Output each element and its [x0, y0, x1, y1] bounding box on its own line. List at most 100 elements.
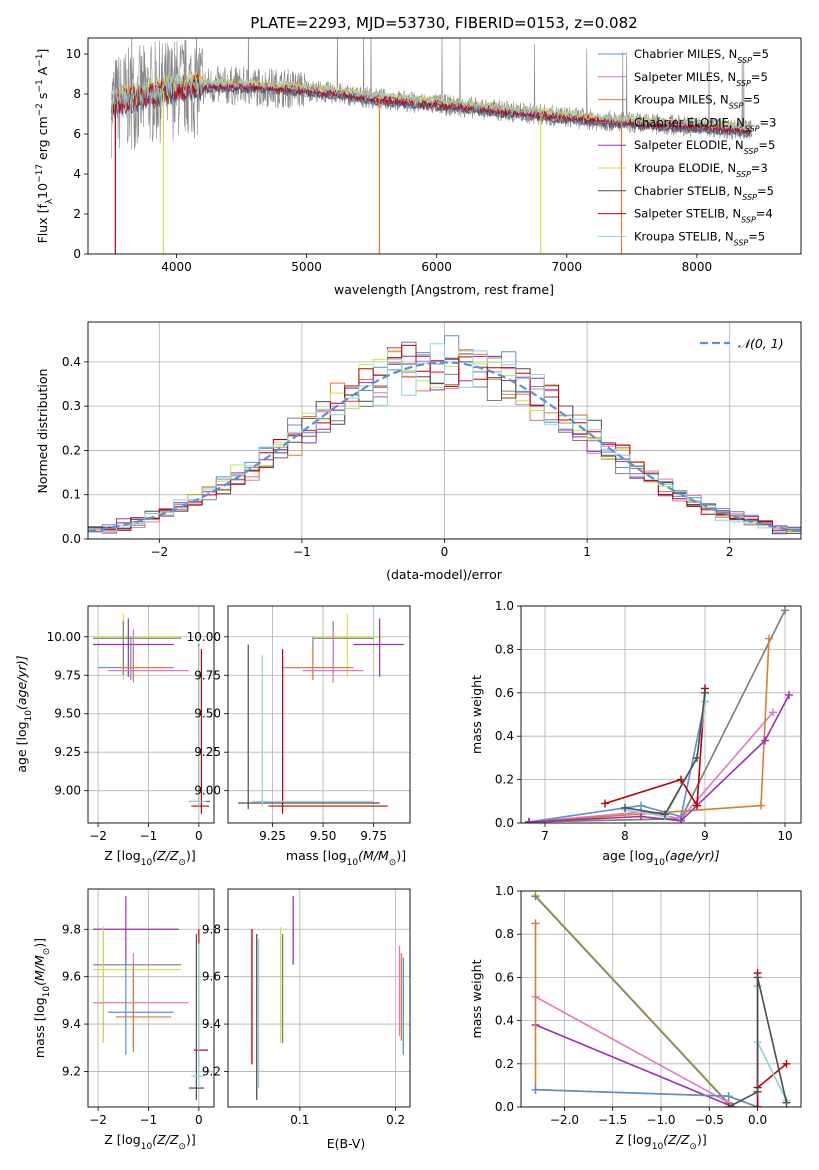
x-tick-label: −2 — [89, 1113, 107, 1127]
y-tick-label: 0.0 — [62, 532, 81, 546]
axis-ticks: 9.25 9.50 9.75 9.00 9.25 9.50 9.75 10.00 — [187, 630, 387, 843]
mass-weight-marker — [525, 817, 533, 823]
label-part: Kroupa ELODIE — [634, 161, 720, 175]
x-tick-label: 0 — [441, 545, 449, 559]
y-tick-label: 9.8 — [62, 922, 81, 936]
plot-content — [111, 38, 752, 254]
y-tick-label: 6 — [73, 127, 81, 141]
legend-nssp: , — [720, 70, 727, 84]
y-tick-label: 0 — [73, 247, 81, 261]
y-tick-label: 9.00 — [54, 784, 81, 798]
age_vs_Z-chart: −2 −1 0 9.00 9.25 9.50 9.75 10.00 — [47, 605, 215, 843]
label-part: )] — [697, 1132, 707, 1147]
label-part: (Z/Z — [152, 848, 179, 863]
y-tick-label: 9.2 — [202, 1064, 221, 1078]
massweight_vs_Z-xlabel: Z [log10(Z/Z⊙)] — [615, 1132, 706, 1152]
legend-nssp: , — [721, 47, 728, 61]
mass-weight-marker — [531, 1085, 540, 1094]
legend-nssp: N — [720, 93, 729, 107]
label-part: ⊙ — [42, 948, 52, 956]
label-part: (Z/Z — [152, 1132, 179, 1147]
y-tick-label: 0.1 — [62, 488, 81, 502]
y-tick-label: 9.25 — [194, 745, 221, 759]
y-tick-label: 9.50 — [194, 707, 221, 721]
label-part: age [log — [14, 721, 29, 772]
label-part: 10 — [141, 858, 153, 868]
label-part: Salpeter MILES — [634, 70, 720, 84]
legend-nssp-sub: SSP — [744, 147, 759, 156]
legend-nssp-value: 4 — [765, 207, 772, 221]
label-part: 10 — [654, 858, 666, 868]
massweight_vs_age-xlabel: age [log10(age/yr)] — [602, 848, 719, 868]
y-tick-label: 1.0 — [495, 884, 514, 898]
y-tick-label: 9.50 — [54, 707, 81, 721]
x-tick-label: −2 — [89, 829, 107, 843]
label-part: −17 — [35, 164, 45, 183]
spectrum-ylabel: Flux [fλ10−17 erg cm−2 s−1 A−1] — [35, 49, 55, 244]
label-part: 10 — [347, 858, 359, 868]
label-part: mass [log — [286, 848, 347, 863]
label-part: )] — [32, 938, 47, 948]
legend-label: Salpeter ELODIE, NSSP=5 — [634, 138, 775, 156]
plot-content — [88, 335, 801, 535]
y-tick-label: 9.2 — [62, 1064, 81, 1078]
legend-nssp-value: 5 — [758, 229, 765, 243]
label-part: Kroupa STELIB — [634, 229, 718, 243]
y-tick-label: 0.0 — [495, 816, 514, 830]
label-part: mass [log — [32, 997, 47, 1058]
x-tick-label: −2.0 — [550, 1113, 579, 1127]
mass_vs_Z-ylabel: mass [log10(M/M⊙)] — [32, 938, 52, 1058]
legend-nssp: = — [752, 47, 762, 61]
legend-nssp-value: 5 — [768, 138, 775, 152]
label-part: age [log — [602, 848, 653, 863]
label-part: λ — [45, 198, 55, 204]
x-tick-label: 2 — [726, 545, 734, 559]
legend-nssp: = — [757, 184, 767, 198]
legend-nssp-sub: SSP — [736, 78, 751, 87]
y-tick-label: 0.2 — [495, 773, 514, 787]
legend-nssp: N — [729, 47, 738, 61]
axes-frame — [87, 888, 215, 1108]
residuals-xlabel: (data-model)/error — [386, 567, 503, 582]
plot-area — [88, 889, 214, 1107]
mass-weight-marker — [601, 799, 609, 808]
mass-weight-marker — [637, 812, 645, 821]
label-part: 10 — [652, 1142, 664, 1152]
legend-label: Kroupa STELIB, NSSP=5 — [634, 229, 765, 247]
mass-weight-marker — [724, 1103, 733, 1107]
legend-nssp-sub: SSP — [742, 192, 757, 201]
label-part: Chabrier ELODIE — [634, 115, 729, 129]
legend-label: Chabrier ELODIE, NSSP=3 — [634, 115, 776, 132]
mass-weight-marker — [765, 634, 773, 643]
legend-nssp: , — [720, 161, 727, 175]
mass-weight-marker — [637, 801, 645, 810]
axes-frame — [227, 605, 411, 824]
x-tick-label: 1 — [583, 545, 591, 559]
label-part: )] — [396, 848, 406, 863]
mass-weight-marker — [753, 1103, 762, 1107]
axes-frame — [87, 605, 215, 824]
mass-weight-line — [728, 977, 788, 1107]
y-tick-label: 0.6 — [495, 686, 514, 700]
plot-area — [88, 38, 801, 254]
label-part: erg cm — [35, 116, 50, 164]
label-part: Flux [f — [35, 204, 50, 244]
x-tick-label: 5000 — [291, 260, 322, 274]
x-tick-label: 0.2 — [386, 1113, 405, 1127]
legend-nssp: N — [732, 207, 741, 221]
legend-nssp: = — [758, 138, 768, 152]
label-part: −2 — [35, 103, 45, 116]
residuals-chart: −2 −1 0 1 2 0.0 0.1 0.2 0.3 0.4 — [62, 321, 802, 559]
x-tick-label: 7000 — [552, 260, 583, 274]
plot-content — [238, 613, 404, 814]
residuals-ylabel: Normed distribution — [35, 369, 50, 494]
label-part: ⊙ — [178, 858, 186, 868]
mass-weight-marker — [785, 690, 793, 699]
mass-weight-marker — [531, 919, 540, 928]
legend-nssp: , — [718, 229, 725, 243]
label-part: Z [log — [104, 1132, 140, 1147]
axis-ticks: −2 −1 0 9.00 9.25 9.50 9.75 10.00 — [47, 630, 203, 843]
mass-weight-marker — [677, 816, 685, 823]
legend-nssp-sub: SSP — [745, 124, 760, 133]
